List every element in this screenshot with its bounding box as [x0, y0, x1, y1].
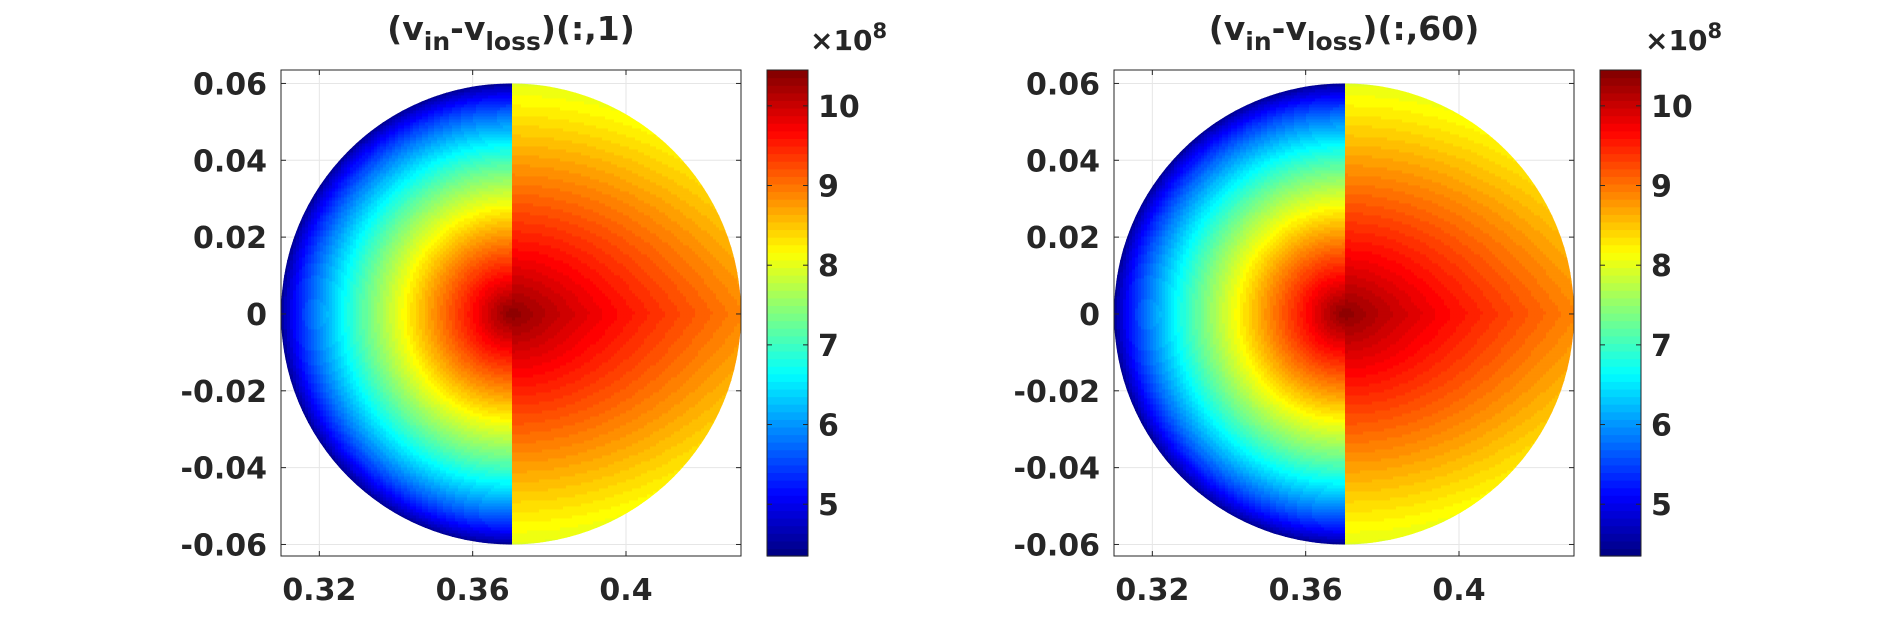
y-tick-label: 0.06 [1026, 67, 1100, 102]
chart-title: (vin-vloss)(:,1) [387, 9, 635, 56]
colorbar-tick-label: 8 [1651, 249, 1672, 284]
x-tick-label: 0.4 [599, 573, 652, 608]
y-tick-label: 0.06 [193, 67, 267, 102]
colorbar: 5 6 7 8 9 10 ×108 [767, 19, 887, 557]
y-tick-label: -0.06 [181, 528, 267, 563]
y-tick-label: -0.04 [181, 452, 267, 487]
y-tick-label: 0.02 [193, 221, 267, 256]
y-tick-label: 0.04 [193, 144, 267, 179]
colorbar: 5 6 7 8 9 10 ×108 [1600, 19, 1722, 557]
colorbar-tick-label: 10 [818, 90, 860, 125]
x-tick-label: 0.4 [1432, 573, 1485, 608]
colorbar-multiplier: ×108 [1645, 19, 1722, 57]
colorbar-tick-label: 8 [818, 249, 839, 284]
colorbar-tick-label: 7 [818, 329, 839, 364]
y-tick-label: -0.06 [1014, 528, 1100, 563]
chart-panel-2: 0.32 0.36 0.4 0.06 0.04 0.02 0 -0.02 -0.04 -0.06 (… [1014, 9, 1723, 608]
colorbar-tick-label: 7 [1651, 329, 1672, 364]
x-tick-label: 0.32 [282, 573, 356, 608]
x-tick-label: 0.36 [436, 573, 510, 608]
y-tick-label: -0.04 [1014, 452, 1100, 487]
chart-title: (vin-vloss)(:,60) [1209, 9, 1480, 56]
y-tick-label: -0.02 [1014, 375, 1100, 410]
colorbar-tick-label: 5 [818, 488, 839, 523]
y-tick-label: 0 [246, 298, 267, 333]
colorbar-tick-label: 6 [818, 409, 839, 444]
colorbar-tick-label: 6 [1651, 409, 1672, 444]
colorbar-tick-label: 9 [818, 170, 839, 205]
y-tick-label: 0.04 [1026, 144, 1100, 179]
chart-panel-1: 0.32 0.36 0.4 0.06 0.04 0.02 0 -0.02 -0.04 -0.06 (… [181, 9, 888, 608]
y-tick-label: 0 [1079, 298, 1100, 333]
colorbar-tick-label: 9 [1651, 170, 1672, 205]
colorbar-tick-label: 5 [1651, 488, 1672, 523]
y-tick-label: 0.02 [1026, 221, 1100, 256]
x-tick-label: 0.36 [1269, 573, 1343, 608]
x-tick-label: 0.32 [1115, 573, 1189, 608]
colorbar-multiplier: ×108 [810, 19, 887, 57]
colorbar-tick-label: 10 [1651, 90, 1693, 125]
y-tick-label: -0.02 [181, 375, 267, 410]
